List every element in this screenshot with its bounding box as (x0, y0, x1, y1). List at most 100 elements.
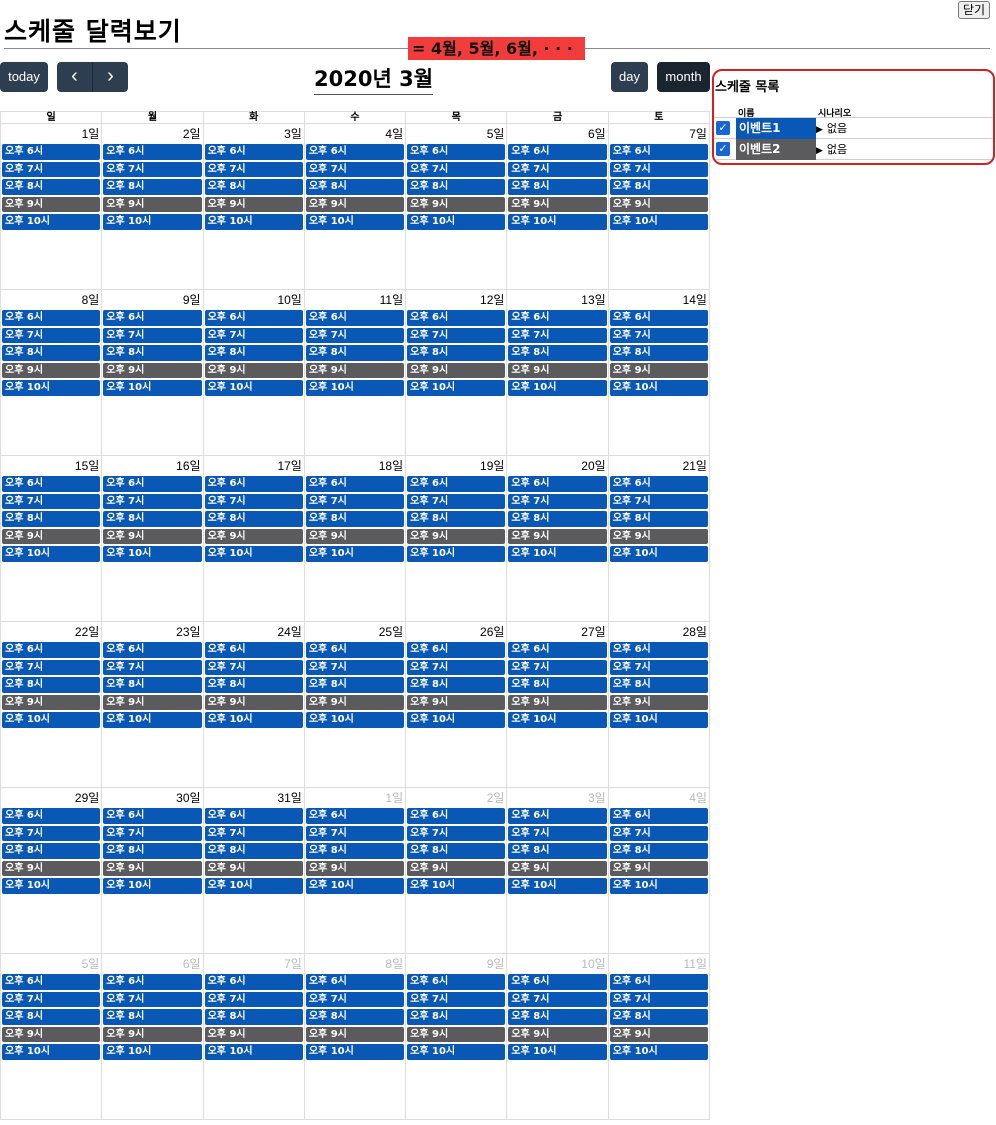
event-chip[interactable]: 오후 7시 (204, 659, 303, 675)
event-chip[interactable]: 오후 8시 (2, 511, 101, 527)
day-cell[interactable]: 5일 오후 6시 오후 7시 오후 8시 오후 9시 오후 10시 (0, 954, 102, 1120)
event-chip[interactable]: 오후 10시 (2, 546, 101, 562)
event-chip[interactable]: 오후 10시 (305, 214, 405, 230)
event-chip[interactable]: 오후 7시 (609, 991, 708, 1007)
event-chip[interactable]: 오후 9시 (204, 362, 303, 378)
scenario-toggle[interactable]: ▶ 없음 (816, 118, 847, 141)
event-chip[interactable]: 오후 8시 (103, 1009, 202, 1025)
event-chip[interactable]: 오후 6시 (508, 310, 607, 326)
event-chip[interactable]: 오후 10시 (103, 380, 202, 396)
event-chip[interactable]: 오후 8시 (103, 677, 202, 693)
day-cell[interactable]: 6일 오후 6시 오후 7시 오후 8시 오후 9시 오후 10시 (101, 954, 203, 1120)
event-chip[interactable]: 오후 10시 (609, 380, 708, 396)
event-chip[interactable]: 오후 7시 (2, 659, 101, 675)
event-chip[interactable]: 오후 10시 (609, 878, 708, 894)
event-chip[interactable]: 오후 7시 (407, 659, 506, 675)
event-chip[interactable]: 오후 7시 (103, 161, 202, 177)
event-chip[interactable]: 오후 10시 (407, 214, 506, 230)
day-cell[interactable]: 26일 오후 6시 오후 7시 오후 8시 오후 9시 오후 10시 (405, 622, 507, 788)
event-chip[interactable]: 오후 10시 (2, 380, 101, 396)
event-chip[interactable]: 오후 9시 (2, 362, 101, 378)
event-chip[interactable]: 오후 6시 (609, 808, 708, 824)
event-chip[interactable]: 오후 9시 (508, 1026, 607, 1042)
event-chip[interactable]: 오후 7시 (609, 161, 708, 177)
event-chip[interactable]: 오후 7시 (407, 327, 506, 343)
close-button[interactable]: 닫기 (958, 1, 990, 19)
event-chip[interactable]: 오후 10시 (103, 1044, 202, 1060)
day-cell[interactable]: 6일 오후 6시 오후 7시 오후 8시 오후 9시 오후 10시 (506, 124, 608, 290)
event-chip[interactable]: 오후 8시 (103, 843, 202, 859)
event-chip[interactable]: 오후 7시 (305, 161, 405, 177)
event-chip[interactable]: 오후 9시 (103, 860, 202, 876)
day-cell[interactable]: 9일 오후 6시 오후 7시 오후 8시 오후 9시 오후 10시 (101, 290, 203, 456)
event-chip[interactable]: 오후 10시 (609, 1044, 708, 1060)
day-cell[interactable]: 2일 오후 6시 오후 7시 오후 8시 오후 9시 오후 10시 (101, 124, 203, 290)
event-chip[interactable]: 오후 8시 (609, 345, 708, 361)
day-cell[interactable]: 4일 오후 6시 오후 7시 오후 8시 오후 9시 오후 10시 (303, 124, 406, 290)
event-chip[interactable]: 오후 6시 (103, 310, 202, 326)
event-chip[interactable]: 오후 10시 (103, 546, 202, 562)
event-chip[interactable]: 오후 10시 (508, 878, 607, 894)
event-chip[interactable]: 오후 6시 (508, 476, 607, 492)
event-chip[interactable]: 오후 6시 (305, 974, 405, 990)
day-cell[interactable]: 8일 오후 6시 오후 7시 오후 8시 오후 9시 오후 10시 (0, 290, 102, 456)
event-chip[interactable]: 오후 7시 (508, 825, 607, 841)
event-chip[interactable]: 오후 10시 (407, 712, 506, 728)
event-chip[interactable]: 오후 6시 (407, 974, 506, 990)
event-chip[interactable]: 오후 10시 (305, 380, 405, 396)
event-chip[interactable]: 오후 9시 (305, 860, 405, 876)
event-chip[interactable]: 오후 7시 (508, 991, 607, 1007)
event-chip[interactable]: 오후 9시 (407, 362, 506, 378)
day-cell[interactable]: 23일 오후 6시 오후 7시 오후 8시 오후 9시 오후 10시 (101, 622, 203, 788)
event-chip[interactable]: 오후 8시 (204, 179, 303, 195)
event-chip[interactable]: 오후 9시 (609, 1026, 708, 1042)
day-cell[interactable]: 11일 오후 6시 오후 7시 오후 8시 오후 9시 오후 10시 (303, 290, 406, 456)
day-cell[interactable]: 7일 오후 6시 오후 7시 오후 8시 오후 9시 오후 10시 (607, 124, 710, 290)
event-chip[interactable]: 오후 8시 (609, 677, 708, 693)
event-chip[interactable]: 오후 9시 (407, 694, 506, 710)
event-chip[interactable]: 오후 8시 (508, 345, 607, 361)
day-view-button[interactable]: day (611, 62, 648, 92)
event-chip[interactable]: 오후 8시 (2, 179, 101, 195)
event-chip[interactable]: 오후 9시 (204, 860, 303, 876)
event-chip[interactable]: 오후 9시 (609, 362, 708, 378)
event-chip[interactable]: 오후 8시 (305, 1009, 405, 1025)
event-chip[interactable]: 오후 9시 (103, 1026, 202, 1042)
event-chip[interactable]: 오후 9시 (103, 196, 202, 212)
event-chip[interactable]: 오후 9시 (305, 362, 405, 378)
event-chip[interactable]: 오후 10시 (508, 546, 607, 562)
event-chip[interactable]: 오후 9시 (2, 860, 101, 876)
event-chip[interactable]: 오후 8시 (508, 1009, 607, 1025)
event-chip[interactable]: 오후 6시 (407, 144, 506, 160)
event-chip[interactable]: 오후 10시 (204, 878, 303, 894)
event-chip[interactable]: 오후 7시 (305, 991, 405, 1007)
day-cell[interactable]: 29일 오후 6시 오후 7시 오후 8시 오후 9시 오후 10시 (0, 788, 102, 954)
event-chip[interactable]: 오후 9시 (407, 196, 506, 212)
event-chip[interactable]: 오후 10시 (305, 546, 405, 562)
day-cell[interactable]: 31일 오후 6시 오후 7시 오후 8시 오후 9시 오후 10시 (202, 788, 304, 954)
event-chip[interactable]: 오후 7시 (204, 493, 303, 509)
day-cell[interactable]: 3일 오후 6시 오후 7시 오후 8시 오후 9시 오후 10시 (202, 124, 304, 290)
event-chip[interactable]: 오후 10시 (2, 214, 101, 230)
event-chip[interactable]: 오후 6시 (103, 144, 202, 160)
event-chip[interactable]: 오후 6시 (609, 310, 708, 326)
day-cell[interactable]: 24일 오후 6시 오후 7시 오후 8시 오후 9시 오후 10시 (202, 622, 304, 788)
day-cell[interactable]: 19일 오후 6시 오후 7시 오후 8시 오후 9시 오후 10시 (405, 456, 507, 622)
event-chip[interactable]: 오후 7시 (103, 825, 202, 841)
event-chip[interactable]: 오후 7시 (103, 493, 202, 509)
event-chip[interactable]: 오후 8시 (204, 345, 303, 361)
event-chip[interactable]: 오후 8시 (204, 1009, 303, 1025)
event-chip[interactable]: 오후 6시 (407, 476, 506, 492)
event-chip[interactable]: 오후 6시 (609, 144, 708, 160)
event-chip[interactable]: 오후 9시 (508, 196, 607, 212)
event-chip[interactable]: 오후 7시 (204, 991, 303, 1007)
event-chip[interactable]: 오후 8시 (609, 1009, 708, 1025)
event-chip[interactable]: 오후 7시 (2, 327, 101, 343)
event-chip[interactable]: 오후 10시 (204, 214, 303, 230)
event-chip[interactable]: 오후 6시 (204, 808, 303, 824)
event-chip[interactable]: 오후 6시 (609, 642, 708, 658)
event-chip[interactable]: 오후 8시 (609, 511, 708, 527)
event-chip[interactable]: 오후 10시 (305, 878, 405, 894)
event-chip[interactable]: 오후 6시 (103, 808, 202, 824)
event-chip[interactable]: 오후 10시 (508, 214, 607, 230)
